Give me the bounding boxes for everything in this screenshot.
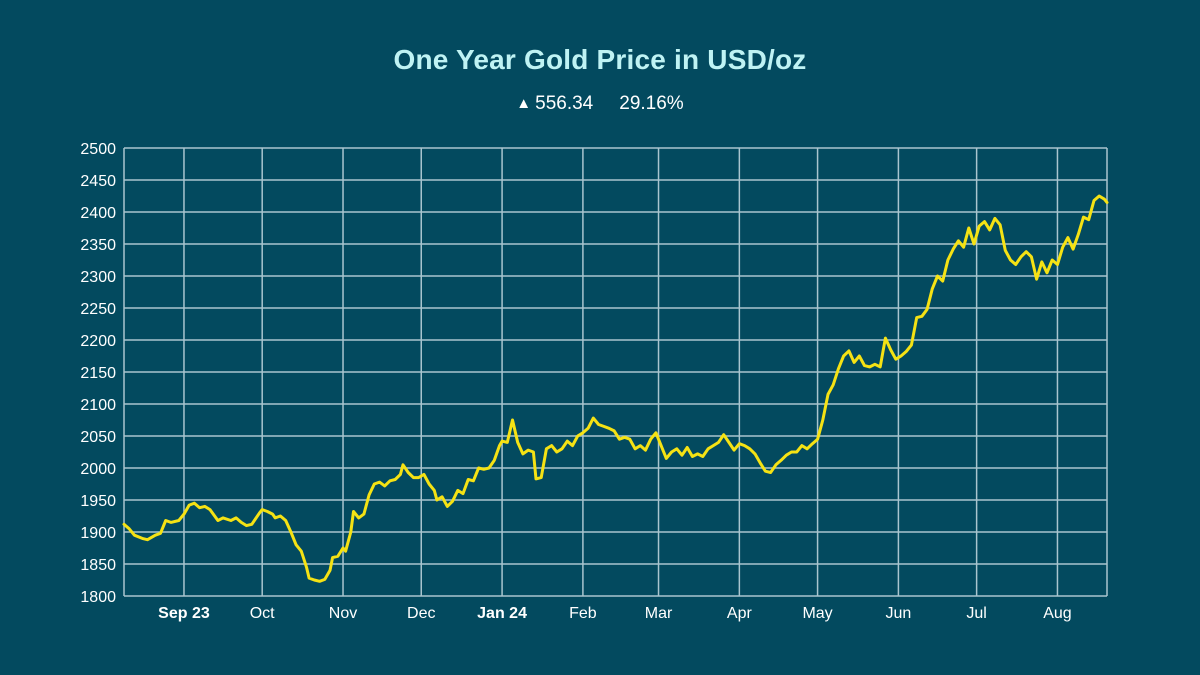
y-tick-label: 2000 (80, 461, 116, 478)
x-axis-ticks: Sep 23 Oct Nov Dec Jan 24 Feb Mar Apr May Jun Jul A… (158, 605, 1072, 622)
x-tick-label: Jun (886, 605, 912, 622)
x-tick-label: Oct (250, 605, 275, 622)
x-tick-label: Jan 24 (477, 605, 527, 622)
x-tick-label: Sep 23 (158, 605, 210, 622)
y-tick-label: 2250 (80, 301, 116, 318)
x-tick-label: Aug (1043, 605, 1071, 622)
y-tick-label: 2050 (80, 429, 116, 446)
x-tick-label: Dec (407, 605, 435, 622)
x-tick-label: Jul (966, 605, 986, 622)
y-tick-label: 2350 (80, 237, 116, 254)
y-tick-label: 2450 (80, 173, 116, 190)
triangle-up-icon: ▲ (516, 95, 532, 112)
y-tick-label: 2500 (80, 141, 116, 158)
y-tick-label: 2300 (80, 269, 116, 286)
x-tick-label: May (802, 605, 832, 622)
x-tick-label: Mar (645, 605, 673, 622)
y-tick-label: 1800 (80, 589, 116, 606)
y-tick-label: 1950 (80, 493, 116, 510)
y-tick-label: 2200 (80, 333, 116, 350)
change-value: 556.34 (535, 93, 594, 114)
y-tick-label: 1850 (80, 557, 116, 574)
y-axis-ticks: 1800 1850 1900 1950 2000 2050 2100 2150 2200 2250… (80, 141, 116, 606)
price-series-line (122, 194, 1109, 583)
change-percent: 29.16% (619, 93, 684, 114)
y-tick-label: 2150 (80, 365, 116, 382)
y-tick-label: 2400 (80, 205, 116, 222)
x-tick-label: Nov (329, 605, 357, 622)
y-tick-label: 1900 (80, 525, 116, 542)
chart-grid (123, 147, 1108, 597)
x-tick-label: Feb (569, 605, 597, 622)
y-tick-label: 2100 (80, 397, 116, 414)
price-change-summary: ▲ 556.34 29.16% (0, 93, 1200, 115)
x-tick-label: Apr (727, 605, 753, 622)
chart-title: One Year Gold Price in USD/oz (393, 44, 807, 75)
